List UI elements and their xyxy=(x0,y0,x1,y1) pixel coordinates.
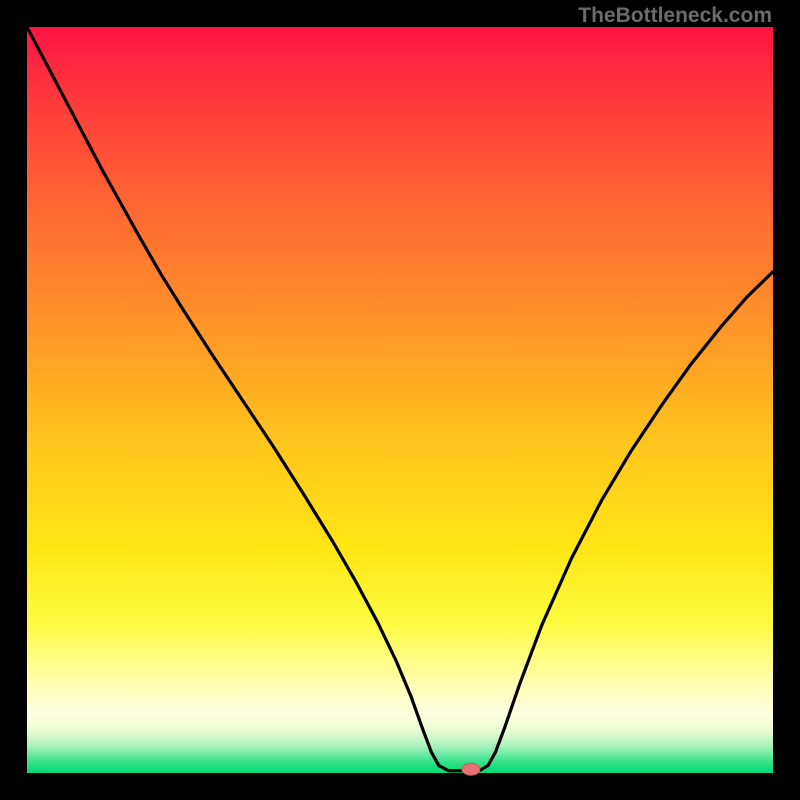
chart-container: TheBottleneck.com xyxy=(0,0,800,800)
bottleneck-chart xyxy=(0,0,800,800)
gradient-background xyxy=(27,27,773,773)
watermark-text: TheBottleneck.com xyxy=(578,4,772,28)
optimal-point-marker xyxy=(462,763,480,775)
